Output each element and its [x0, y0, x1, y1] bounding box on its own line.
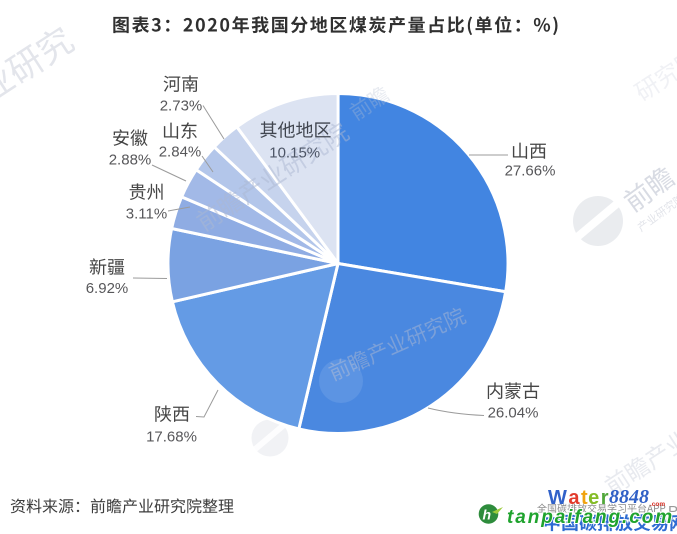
svg-text:tanpaifang.com: tanpaifang.com [507, 507, 674, 528]
svg-text:2.84%: 2.84% [159, 144, 202, 161]
svg-text:r: r [601, 487, 609, 509]
svg-text:8848: 8848 [609, 486, 649, 508]
svg-text:t: t [581, 487, 588, 509]
svg-text:2.88%: 2.88% [109, 152, 152, 169]
svg-text:W: W [548, 487, 567, 509]
svg-text:2.73%: 2.73% [160, 98, 203, 115]
svg-text:P: P [668, 503, 677, 520]
svg-text:e: e [588, 487, 599, 509]
svg-text:h: h [483, 507, 492, 523]
svg-text:26.04%: 26.04% [488, 405, 539, 422]
svg-text:17.68%: 17.68% [146, 429, 197, 446]
svg-text:6.92%: 6.92% [86, 280, 129, 297]
svg-text:.com: .com [650, 501, 665, 508]
svg-text:10.15%: 10.15% [269, 145, 320, 162]
svg-text:a: a [568, 487, 580, 509]
svg-text:27.66%: 27.66% [505, 163, 556, 180]
svg-text:3.11%: 3.11% [126, 206, 167, 223]
